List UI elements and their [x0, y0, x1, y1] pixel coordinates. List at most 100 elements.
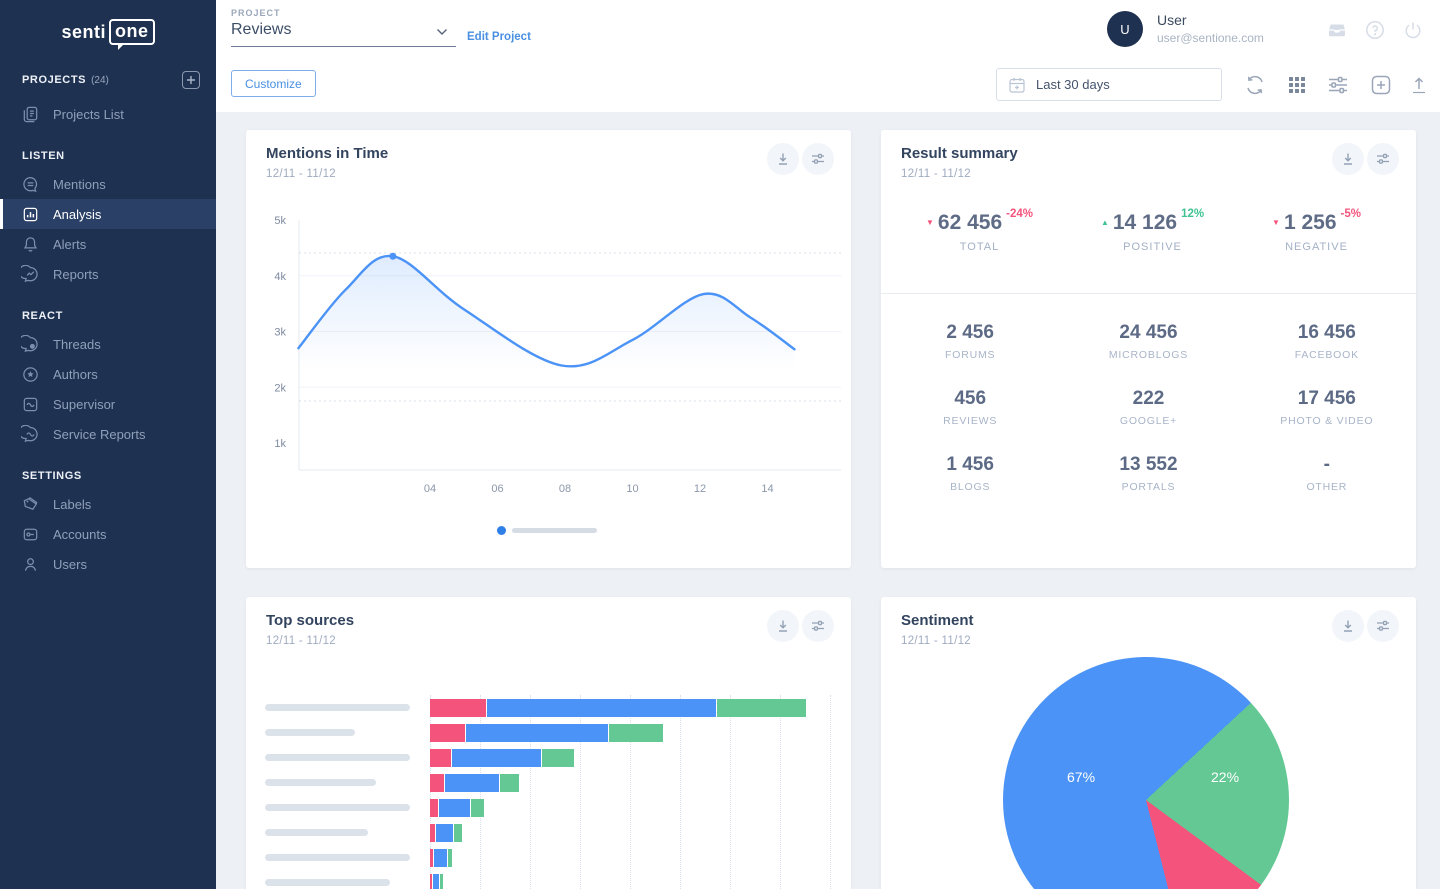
breakdown-cell: 17 456 PHOTO & VIDEO	[1238, 388, 1416, 427]
add-widget-button[interactable]	[1369, 73, 1393, 97]
bar-segment-blue[interactable]	[487, 699, 716, 717]
sidebar-item-projects-list[interactable]: Projects List	[0, 99, 216, 129]
sliders-icon	[812, 153, 824, 164]
source-label-placeholder	[265, 754, 410, 761]
stat-label: NEGATIVE	[1285, 241, 1348, 253]
widget-settings-button[interactable]	[1367, 610, 1399, 642]
bar-segment-blue[interactable]	[445, 774, 499, 792]
sidebar-item-label: Authors	[53, 366, 98, 382]
filters-button[interactable]	[1326, 73, 1350, 97]
bar-segment-pink[interactable]	[430, 774, 444, 792]
source-label-placeholder	[265, 879, 390, 886]
breakdown-value: 13 552	[1119, 454, 1178, 475]
sidebar-item-users[interactable]: Users	[0, 549, 216, 579]
bar-segment-pink[interactable]	[430, 874, 432, 889]
sidebar-item-authors[interactable]: Authors	[0, 359, 216, 389]
sentione-logo: senti one	[0, 0, 216, 50]
download-icon	[1344, 620, 1352, 632]
bar-segment-green[interactable]	[440, 874, 443, 889]
bar-segment-blue[interactable]	[439, 799, 470, 817]
bar-segment-green[interactable]	[454, 824, 462, 842]
customize-button[interactable]: Customize	[231, 70, 316, 97]
sliders-icon	[1329, 76, 1347, 94]
pagination-dot[interactable]	[497, 526, 506, 535]
trend-down-icon: ▼	[926, 218, 934, 227]
pie-slice-label-blue: 67%	[1067, 769, 1096, 785]
sidebar-item-reports[interactable]: Reports	[0, 259, 216, 289]
bar-segment-blue[interactable]	[433, 874, 439, 889]
pie-slice-label-green: 22%	[1211, 769, 1240, 785]
bar-segment-green[interactable]	[609, 724, 663, 742]
bar-segment-green[interactable]	[717, 699, 806, 717]
add-project-button[interactable]	[182, 71, 200, 89]
widget-settings-button[interactable]	[802, 610, 834, 642]
projects-header: PROJECTS (24)	[0, 71, 216, 89]
sidebar-item-label: Service Reports	[53, 426, 146, 442]
sidebar-item-labels[interactable]: Labels	[0, 489, 216, 519]
bar-segment-blue[interactable]	[436, 824, 453, 842]
bar-segment-pink[interactable]	[430, 699, 486, 717]
inbox-icon[interactable]	[1326, 19, 1348, 41]
accounts-icon	[23, 528, 38, 540]
bar-segment-pink[interactable]	[430, 824, 435, 842]
sidebar-item-label: Mentions	[53, 176, 106, 192]
sidebar-item-alerts[interactable]: Alerts	[0, 229, 216, 259]
breakdown-cell: - OTHER	[1238, 454, 1416, 493]
sliders-icon	[1377, 620, 1389, 631]
download-button[interactable]	[1332, 143, 1364, 175]
breakdown-cell: 24 456 MICROBLOGS	[1059, 322, 1237, 361]
power-icon[interactable]	[1402, 19, 1424, 41]
export-button[interactable]	[1407, 73, 1431, 97]
download-button[interactable]	[767, 610, 799, 642]
bar-segment-pink[interactable]	[430, 799, 438, 817]
download-button[interactable]	[767, 143, 799, 175]
bar-segment-pink[interactable]	[430, 849, 433, 867]
bar-segment-pink[interactable]	[430, 724, 465, 742]
grid-line	[730, 695, 731, 889]
sidebar-item-supervisor[interactable]: Supervisor	[0, 389, 216, 419]
download-button[interactable]	[1332, 610, 1364, 642]
sidebar-item-mentions[interactable]: Mentions	[0, 169, 216, 199]
grid-icon	[1289, 77, 1305, 93]
top-sources-card: Top sources 12/11 - 11/12	[246, 597, 851, 889]
dashboard-grid-button[interactable]	[1285, 73, 1309, 97]
logo-text-suffix: one	[109, 19, 155, 50]
sliders-icon	[1377, 153, 1389, 164]
refresh-button[interactable]	[1243, 73, 1267, 97]
project-select[interactable]: PROJECT Reviews	[231, 8, 456, 47]
breakdown-label: FACEBOOK	[1294, 349, 1359, 361]
analysis-chart-icon	[23, 207, 38, 221]
bar-segment-pink[interactable]	[430, 749, 451, 767]
card-title: Top sources	[266, 612, 355, 629]
grid-line	[580, 695, 581, 889]
bar-segment-green[interactable]	[542, 749, 574, 767]
grid-line	[780, 695, 781, 889]
projects-count: (24)	[91, 74, 109, 86]
sidebar-item-accounts[interactable]: Accounts	[0, 519, 216, 549]
bar-segment-blue[interactable]	[466, 724, 608, 742]
svg-text:04: 04	[424, 483, 436, 495]
pagination-track[interactable]	[512, 528, 597, 533]
bar-segment-blue[interactable]	[452, 749, 541, 767]
widget-settings-button[interactable]	[1367, 143, 1399, 175]
edit-project-link[interactable]: Edit Project	[467, 31, 531, 43]
date-range-picker[interactable]: Last 30 days	[996, 68, 1222, 101]
stat-change: 12%	[1181, 208, 1205, 220]
bar-segment-blue[interactable]	[434, 849, 447, 867]
svg-text:3k: 3k	[274, 327, 286, 339]
bar-segment-green[interactable]	[471, 799, 484, 817]
user-menu[interactable]: U User user@sentione.com	[1107, 11, 1264, 47]
bar-segment-green[interactable]	[448, 849, 452, 867]
help-icon[interactable]	[1364, 19, 1386, 41]
svg-text:12: 12	[694, 483, 706, 495]
stat-change: -5%	[1340, 208, 1361, 220]
breakdown-cell: 456 REVIEWS	[881, 388, 1059, 427]
breakdown-value: -	[1323, 454, 1330, 475]
bar-segment-green[interactable]	[500, 774, 519, 792]
widget-settings-button[interactable]	[802, 143, 834, 175]
sidebar-item-service-reports[interactable]: Service Reports	[0, 419, 216, 449]
sidebar-item-label: Users	[53, 556, 87, 572]
grid-line	[480, 695, 481, 889]
sidebar-item-analysis[interactable]: Analysis	[0, 199, 216, 229]
sidebar-item-threads[interactable]: Threads	[0, 329, 216, 359]
